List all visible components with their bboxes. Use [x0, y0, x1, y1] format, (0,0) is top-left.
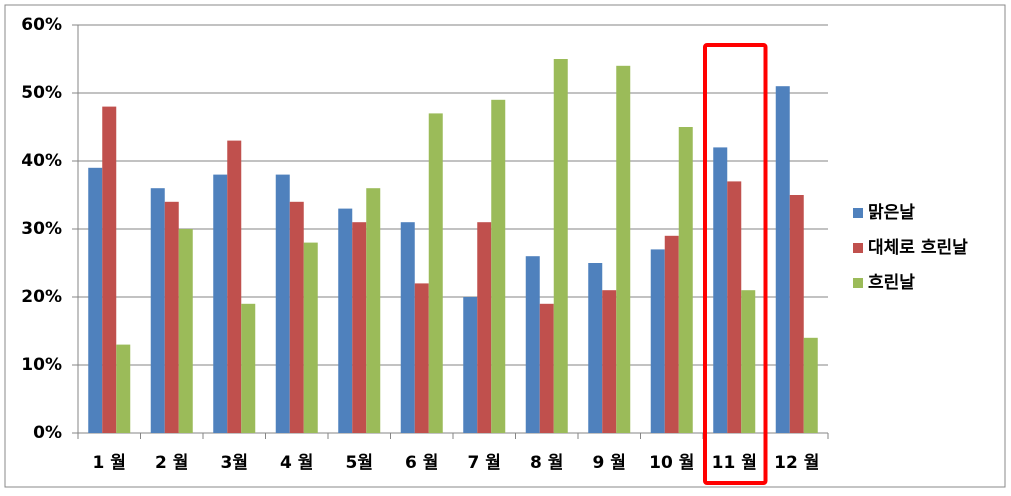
- bar: [650, 249, 665, 433]
- bar: [588, 263, 603, 433]
- bar: [616, 65, 631, 434]
- x-tick-label: 3월: [221, 453, 248, 473]
- bar: [713, 147, 728, 433]
- bar: [727, 181, 742, 433]
- bar: [213, 174, 228, 433]
- y-tick-label: 60%: [21, 15, 62, 35]
- highlight-box: [703, 43, 768, 485]
- x-tick-label: 8 월: [530, 453, 563, 473]
- x-tick-label: 1 월: [93, 453, 126, 473]
- legend-swatch: [853, 278, 863, 288]
- bar: [525, 256, 540, 433]
- legend-label: 맑은날: [868, 202, 915, 223]
- bar: [400, 222, 415, 433]
- x-tick-label: 7 월: [468, 453, 501, 473]
- y-tick-label: 0%: [33, 423, 62, 443]
- bar: [463, 297, 478, 433]
- bar: [241, 303, 256, 433]
- bar: [178, 229, 193, 433]
- x-tick-label: 6 월: [405, 453, 438, 473]
- bar: [227, 140, 242, 433]
- y-tick-label: 10%: [21, 355, 62, 375]
- bar: [338, 208, 353, 433]
- x-tick-label: 9 월: [593, 453, 626, 473]
- bar: [414, 283, 429, 433]
- bar: [275, 174, 290, 433]
- bar: [602, 290, 617, 433]
- bar: [164, 201, 179, 433]
- bar: [741, 290, 756, 433]
- bar: [789, 195, 804, 433]
- y-tick-label: 20%: [21, 287, 62, 307]
- x-tick-label: 2 월: [155, 453, 188, 473]
- bar: [289, 201, 304, 433]
- bar: [539, 303, 554, 433]
- bar: [678, 127, 693, 433]
- bar: [664, 235, 679, 433]
- bar: [553, 59, 568, 433]
- x-tick-label: 4 월: [280, 453, 313, 473]
- x-tick-label: 11 월: [712, 453, 757, 473]
- bar: [491, 99, 506, 434]
- bar: [150, 188, 165, 433]
- y-tick-label: 30%: [21, 219, 62, 239]
- legend-swatch: [853, 208, 863, 218]
- bar: [102, 106, 117, 433]
- x-tick-label: 12 월: [774, 453, 819, 473]
- bar: [428, 113, 443, 434]
- bar: [116, 344, 131, 433]
- bar: [366, 188, 381, 433]
- bar: [775, 86, 790, 433]
- bar: [477, 222, 492, 433]
- bar: [352, 222, 367, 433]
- bar: [803, 337, 818, 433]
- y-tick-label: 40%: [21, 151, 62, 171]
- bar: [88, 167, 103, 434]
- legend-label: 흐린날: [868, 273, 915, 293]
- bar: [303, 242, 318, 433]
- legend-label: 대체로 흐린날: [868, 238, 968, 258]
- x-tick-label: 10 월: [649, 453, 694, 473]
- x-tick-label: 5월: [346, 453, 373, 473]
- legend-swatch: [853, 243, 863, 253]
- y-tick-label: 50%: [21, 83, 62, 103]
